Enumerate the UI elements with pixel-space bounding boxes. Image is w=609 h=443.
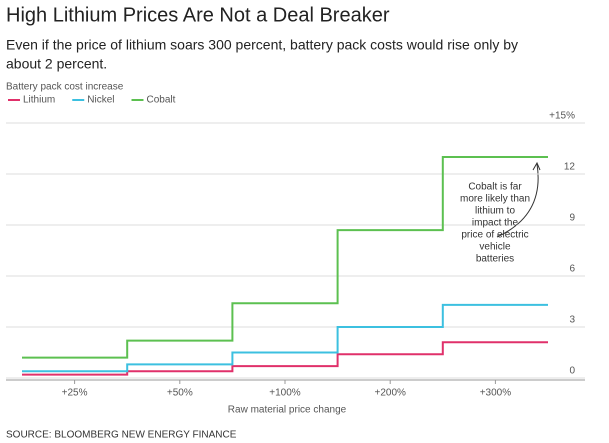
step-line (22, 156, 548, 359)
y-tick-label: 9 (569, 213, 575, 224)
source: SOURCE: BLOOMBERG NEW ENERGY FINANCE (6, 430, 237, 441)
x-tick-label: +300% (480, 388, 512, 399)
legend-label: Nickel (87, 95, 114, 106)
x-axis-label: Raw material price change (228, 405, 347, 416)
x-tick-label: +200% (374, 388, 406, 399)
annotation-arrowhead (532, 161, 541, 171)
y-tick-label: 6 (569, 264, 575, 275)
step-line (22, 341, 548, 376)
step-line (22, 303, 548, 373)
annotation: more likely than (460, 194, 530, 205)
annotation: Cobalt is far (468, 182, 522, 193)
chart-title: High Lithium Prices Are Not a Deal Break… (6, 4, 390, 26)
legend-label: Cobalt (146, 95, 175, 106)
x-tick-label: +100% (269, 388, 301, 399)
y-axis-label: Battery pack cost increase (6, 82, 124, 93)
legend-label: Lithium (23, 95, 55, 106)
annotation: price of electric (461, 230, 528, 241)
subtitle: Even if the price of lithium soars 300 p… (6, 37, 518, 53)
y-tick-label: 12 (564, 162, 576, 173)
annotation: impact the (472, 218, 519, 229)
x-tick-label: +25% (62, 388, 88, 399)
y-tick-label: +15% (549, 111, 575, 122)
y-tick-label: 3 (569, 315, 575, 326)
y-tick-label: 0 (569, 366, 575, 377)
x-tick-label: +50% (167, 388, 193, 399)
annotation: vehicle (479, 242, 511, 253)
annotation: batteries (476, 254, 514, 265)
annotation: lithium to (475, 206, 515, 217)
subtitle: about 2 percent. (6, 56, 107, 72)
